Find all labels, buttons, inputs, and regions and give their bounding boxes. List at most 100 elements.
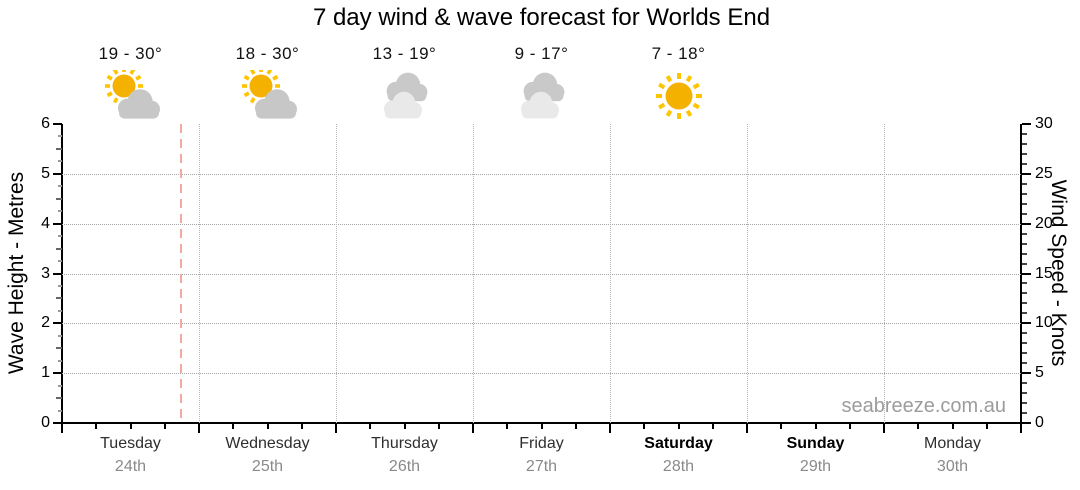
x-axis-minor-tick [163, 424, 166, 429]
right-axis-tick [1022, 302, 1027, 305]
gridline-horizontal [62, 173, 1021, 175]
day-temperature: 18 - 30° [235, 44, 300, 63]
day-date: 27th [525, 458, 558, 475]
x-axis-minor-tick [951, 424, 954, 429]
left-tick-label: 3 [41, 264, 50, 282]
x-axis-minor-tick [574, 424, 577, 429]
left-axis-tick [58, 135, 62, 138]
watermark: seabreeze.com.au [841, 395, 1006, 417]
day-temperature: 19 - 30° [98, 44, 163, 63]
left-axis-tick [58, 334, 62, 337]
gridline-day-boundary [884, 124, 885, 423]
left-axis-tick [53, 422, 62, 424]
chart-title: 7 day wind & wave forecast for Worlds En… [312, 4, 771, 31]
x-axis-major-tick [1020, 424, 1022, 433]
right-axis-tick [1022, 272, 1031, 275]
x-axis-minor-tick [917, 424, 920, 429]
left-tick-label: 2 [41, 314, 50, 332]
gridline-day-boundary [336, 124, 337, 423]
right-axis-tick [1022, 252, 1027, 255]
x-axis-minor-tick [677, 424, 680, 429]
right-axis-tick [1022, 242, 1027, 245]
right-axis-tick [1022, 322, 1031, 325]
right-tick-label: 5 [1035, 364, 1044, 382]
x-axis-major-tick [883, 424, 885, 433]
left-axis-tick [56, 347, 62, 350]
left-axis-tick [56, 397, 62, 400]
day-name: Tuesday [100, 435, 161, 452]
x-axis-major-tick [198, 424, 200, 433]
left-axis-tick [53, 272, 62, 275]
right-axis-tick [1022, 222, 1031, 225]
left-tick-label: 0 [41, 414, 50, 431]
x-axis-major-tick [472, 424, 474, 433]
x-axis-major-tick [746, 424, 748, 433]
left-axis-tick [53, 172, 62, 175]
right-axis-tick [1022, 372, 1031, 375]
x-axis-minor-tick [369, 424, 372, 429]
left-axis-tick [56, 147, 62, 150]
left-axis-tick [56, 197, 62, 200]
x-axis-minor-tick [232, 424, 235, 429]
right-axis-tick [1022, 142, 1027, 145]
right-axis-tick [1022, 162, 1027, 165]
x-axis-minor-tick [643, 424, 646, 429]
right-axis-tick [1022, 392, 1027, 395]
left-tick-label: 5 [41, 164, 50, 182]
left-axis-tick [53, 222, 62, 225]
right-axis-tick [1022, 192, 1027, 195]
day-name: Saturday [644, 435, 713, 452]
right-axis-tick [1022, 232, 1027, 235]
now-line [179, 124, 182, 423]
left-axis-tick [53, 322, 62, 325]
x-axis-minor-tick [95, 424, 98, 429]
day-date: 26th [388, 458, 421, 475]
left-axis-tick [58, 260, 62, 263]
x-axis-major-tick [61, 424, 63, 433]
right-axis-tick [1022, 262, 1027, 265]
x-axis-minor-tick [848, 424, 851, 429]
sunny-icon [647, 70, 711, 122]
right-tick-label: 30 [1035, 115, 1053, 132]
left-axis-tick [56, 247, 62, 250]
left-tick-label: 6 [41, 115, 50, 132]
left-axis-tick [58, 185, 62, 188]
right-axis-tick [1022, 412, 1027, 415]
right-tick-label: 0 [1035, 414, 1044, 431]
day-temperature: 13 - 19° [372, 44, 437, 63]
day-date: 29th [799, 458, 832, 475]
left-axis-tick [58, 309, 62, 312]
x-axis-minor-tick [266, 424, 269, 429]
gridline-day-boundary [610, 124, 611, 423]
day-temperature: 9 - 17° [514, 44, 569, 63]
right-axis-tick [1022, 282, 1027, 285]
gridline-day-boundary [473, 124, 474, 423]
right-tick-label: 15 [1035, 264, 1053, 282]
left-axis-tick [58, 284, 62, 287]
left-axis-tick [58, 384, 62, 387]
left-axis-tick [58, 160, 62, 163]
right-axis-tick [1022, 292, 1027, 295]
bottom-axis-line [61, 422, 1022, 424]
left-tick-label: 1 [41, 364, 50, 382]
day-name: Thursday [371, 435, 438, 452]
left-axis-tick [58, 210, 62, 213]
left-axis-tick [56, 297, 62, 300]
x-axis-major-tick [335, 424, 337, 433]
cloudy-icon [510, 70, 574, 122]
day-name: Sunday [786, 435, 845, 452]
gridline-horizontal [62, 373, 1021, 375]
left-axis-tick [53, 123, 62, 125]
right-axis-tick [1022, 202, 1027, 205]
left-axis-tick [58, 409, 62, 412]
day-date: 25th [251, 458, 284, 475]
left-axis-tick [58, 235, 62, 238]
x-axis-minor-tick [814, 424, 817, 429]
day-name: Monday [924, 435, 981, 452]
right-tick-label: 10 [1035, 314, 1053, 332]
day-temperature: 7 - 18° [651, 44, 706, 63]
cloudy-icon [373, 70, 437, 122]
x-axis-minor-tick [437, 424, 440, 429]
right-axis-tick [1022, 172, 1031, 175]
